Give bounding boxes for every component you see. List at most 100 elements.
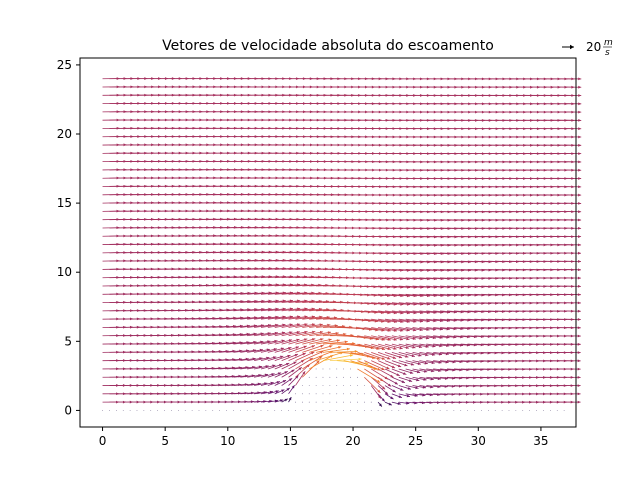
zero-vector-dot: [247, 410, 248, 411]
zero-vector-dot: [350, 385, 351, 386]
zero-vector-dot: [178, 410, 179, 411]
zero-vector-dot: [309, 393, 310, 394]
zero-vector-dot: [343, 377, 344, 378]
zero-vector-dot: [467, 410, 468, 411]
zero-vector-dot: [330, 369, 331, 370]
zero-vector-dot: [502, 410, 503, 411]
zero-vector-dot: [460, 410, 461, 411]
zero-vector-dot: [295, 393, 296, 394]
zero-vector-dot: [295, 410, 296, 411]
zero-vector-dot: [392, 410, 393, 411]
zero-vector-dot: [350, 369, 351, 370]
zero-vector-dot: [357, 402, 358, 403]
zero-vector-dot: [233, 410, 234, 411]
zero-vector-dot: [336, 385, 337, 386]
zero-vector-dot: [350, 410, 351, 411]
zero-vector-dot: [254, 410, 255, 411]
zero-vector-dot: [261, 410, 262, 411]
zero-vector-dot: [323, 377, 324, 378]
zero-vector-dot: [116, 410, 117, 411]
zero-vector-dot: [378, 410, 379, 411]
zero-vector-dot: [316, 377, 317, 378]
zero-vector-dot: [288, 410, 289, 411]
zero-vector-dot: [343, 402, 344, 403]
zero-vector-dot: [281, 410, 282, 411]
zero-vector-dot: [357, 410, 358, 411]
zero-vector-dot: [343, 393, 344, 394]
zero-vector-dot: [371, 410, 372, 411]
zero-vector-dot: [302, 385, 303, 386]
zero-vector-dot: [130, 410, 131, 411]
zero-vector-dot: [316, 410, 317, 411]
zero-vector-dot: [364, 410, 365, 411]
zero-vector-dot: [336, 369, 337, 370]
zero-vector-dot: [364, 393, 365, 394]
zero-vector-dot: [350, 402, 351, 403]
zero-vector-dot: [102, 410, 103, 411]
zero-vector-dot: [240, 410, 241, 411]
zero-vector-dot: [440, 410, 441, 411]
zero-vector-dot: [343, 385, 344, 386]
zero-vector-dot: [330, 377, 331, 378]
zero-vector-dot: [295, 402, 296, 403]
zero-vector-dot: [536, 410, 537, 411]
zero-vector-dot: [522, 410, 523, 411]
zero-vector-dot: [371, 393, 372, 394]
zero-vector-dot: [150, 410, 151, 411]
zero-vector-dot: [454, 410, 455, 411]
zero-vector-dot: [543, 410, 544, 411]
zero-vector-dot: [412, 410, 413, 411]
zero-vector-dot: [357, 393, 358, 394]
zero-vector-dot: [206, 410, 207, 411]
zero-vector-dot: [212, 410, 213, 411]
zero-vector-dot: [357, 385, 358, 386]
zero-vector-dot: [323, 393, 324, 394]
zero-vector-dot: [309, 402, 310, 403]
zero-vector-dot: [226, 410, 227, 411]
zero-vector-dot: [316, 385, 317, 386]
zero-vector-dot: [385, 410, 386, 411]
zero-vector-dot: [274, 410, 275, 411]
zero-vector-dot: [495, 410, 496, 411]
zero-vector-dot: [371, 402, 372, 403]
zero-vector-dot: [268, 410, 269, 411]
zero-vector-dot: [447, 410, 448, 411]
zero-vector-dot: [398, 410, 399, 411]
zero-vector-dot: [330, 385, 331, 386]
zero-vector-dot: [426, 410, 427, 411]
zero-vector-dot: [330, 410, 331, 411]
zero-vector-dot: [357, 377, 358, 378]
zero-vector-dot: [529, 410, 530, 411]
zero-vector-dot: [336, 377, 337, 378]
zero-vector-dot: [364, 385, 365, 386]
zero-vector-dot: [316, 402, 317, 403]
zero-vector-dot: [557, 410, 558, 411]
zero-vector-dot: [433, 410, 434, 411]
zero-vector-dot: [343, 369, 344, 370]
zero-vector-dot: [516, 410, 517, 411]
zero-vector-dot: [419, 410, 420, 411]
zero-vector-dot: [302, 410, 303, 411]
zero-vector-dot: [330, 402, 331, 403]
zero-vector-dot: [123, 410, 124, 411]
zero-vector-dot: [309, 410, 310, 411]
zero-vector-dot: [302, 402, 303, 403]
zero-vector-dot: [509, 410, 510, 411]
zero-vector-dot: [343, 410, 344, 411]
zero-vector-dot: [336, 393, 337, 394]
zero-vector-dot: [164, 410, 165, 411]
zero-vector-dot: [323, 369, 324, 370]
zero-vector-dot: [309, 385, 310, 386]
zero-vector-dot: [364, 402, 365, 403]
zero-vector-dot: [302, 393, 303, 394]
zero-vector-dot: [309, 377, 310, 378]
zero-vector-dot: [199, 410, 200, 411]
zero-vector-dot: [405, 410, 406, 411]
zero-vector-dot: [144, 410, 145, 411]
zero-vector-dot: [109, 410, 110, 411]
zero-vector-dot: [192, 410, 193, 411]
zero-vector-dot: [564, 410, 565, 411]
